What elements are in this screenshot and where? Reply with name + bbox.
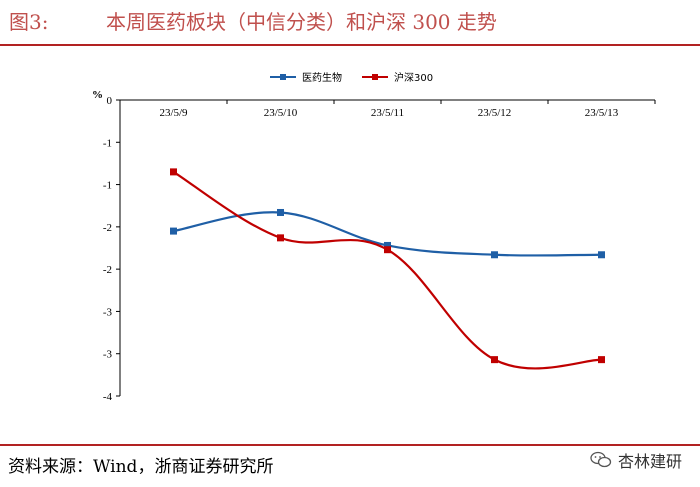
y-tick-label: -4 xyxy=(103,391,113,403)
y-tick-label: -2 xyxy=(103,264,112,276)
line-chart: 0 -1 -1 -2 -2 -3 -3 -4% 23/5/9 23/5/10 23/5/11 23/5… xyxy=(92,71,656,403)
top-rule xyxy=(0,44,700,46)
y-tick-label: -1 xyxy=(103,180,112,192)
x-tick-label: 23/5/12 xyxy=(478,107,512,119)
legend-marker xyxy=(280,74,286,80)
y-tick-label: -3 xyxy=(103,306,113,318)
data-point xyxy=(384,241,391,249)
data-point xyxy=(170,168,177,176)
x-tick-label: 23/5/11 xyxy=(371,107,404,119)
y-tick-label: -2 xyxy=(103,222,112,234)
data-point xyxy=(491,356,498,364)
x-tick-label: 23/5/13 xyxy=(585,107,619,119)
watermark-text: 杏林建研 xyxy=(617,452,682,471)
y-tick-label: -1 xyxy=(103,137,112,149)
y-tick-label: 0 xyxy=(107,95,113,107)
y-axis-unit: % xyxy=(92,89,103,101)
data-point xyxy=(598,356,605,364)
source-note: 资料来源：Wind，浙商证券研究所 xyxy=(8,457,274,477)
data-point xyxy=(170,227,177,235)
data-point xyxy=(384,246,391,254)
figure-label: 图3: xyxy=(9,10,49,34)
series-line-2 xyxy=(172,170,602,370)
wechat-icon xyxy=(590,451,612,468)
legend-label: 医药生物 xyxy=(302,71,342,84)
data-point xyxy=(277,234,284,242)
data-point xyxy=(598,251,605,259)
figure-title-bar: 图3: 本周医药板块（中信分类）和沪深 300 走势 xyxy=(0,0,700,44)
data-point xyxy=(491,251,498,259)
figure-title: 本周医药板块（中信分类）和沪深 300 走势 xyxy=(106,10,497,34)
y-tick-label: -3 xyxy=(103,349,113,361)
data-point xyxy=(277,208,284,216)
legend-marker xyxy=(372,74,378,80)
bottom-rule xyxy=(0,444,700,446)
legend-label: 沪深300 xyxy=(394,71,433,84)
x-tick-label: 23/5/9 xyxy=(159,107,188,119)
x-tick-label: 23/5/10 xyxy=(264,107,298,119)
watermark: 杏林建研 xyxy=(590,448,682,472)
